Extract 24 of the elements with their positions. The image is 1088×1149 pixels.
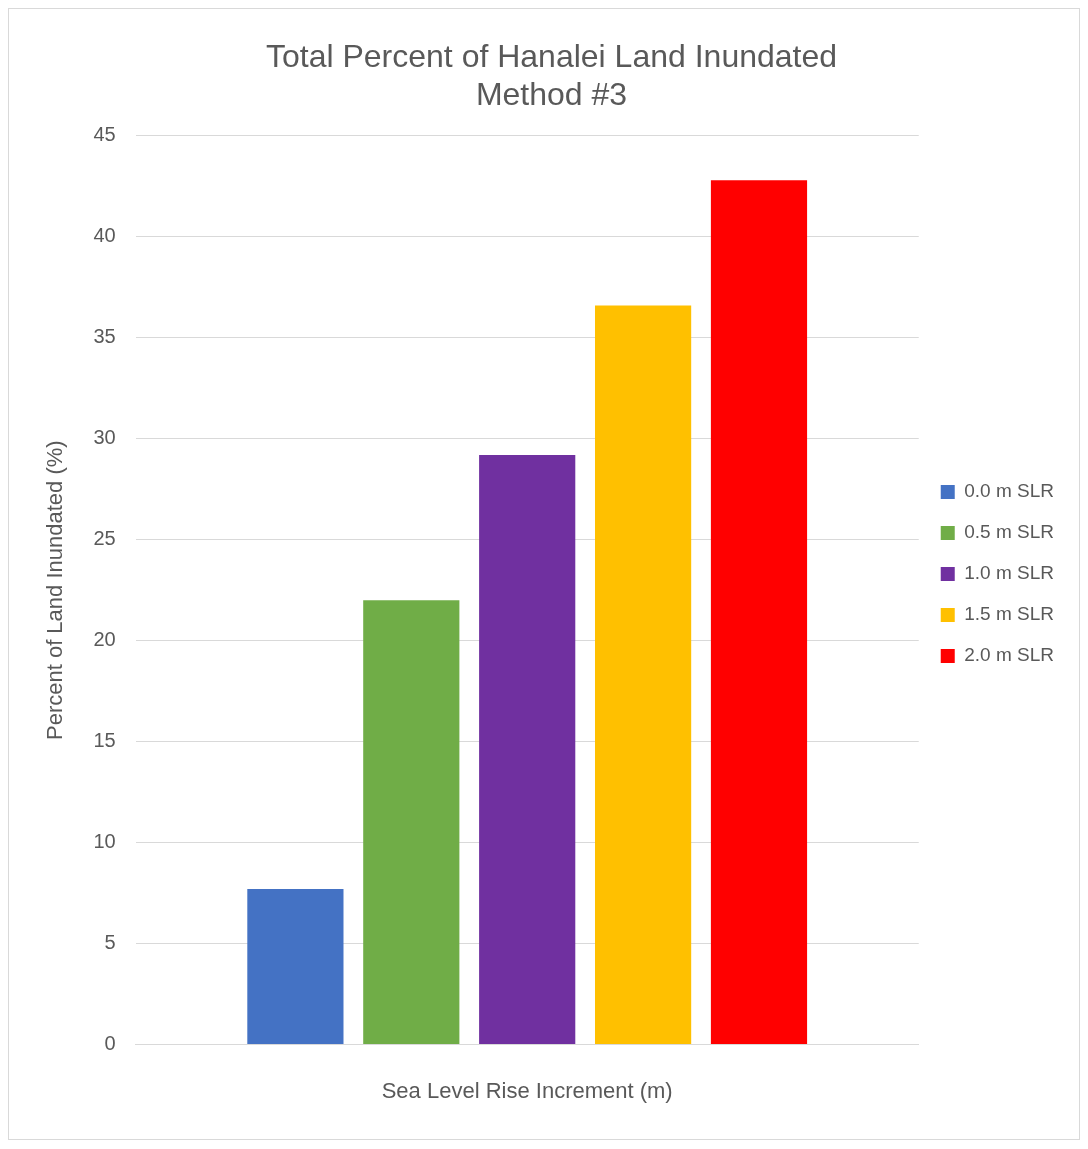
- y-tick-label: 10: [93, 830, 116, 853]
- y-tick-label: 25: [93, 527, 116, 550]
- legend-label: 1.0 m SLR: [964, 562, 1055, 584]
- legend-label: 0.0 m SLR: [964, 480, 1055, 502]
- y-tick-label: 45: [93, 123, 116, 146]
- y-tick-label: 5: [104, 931, 116, 954]
- bar: [363, 600, 460, 1045]
- legend-label: 0.5 m SLR: [964, 521, 1055, 543]
- y-tick-label: 20: [93, 628, 116, 651]
- y-axis-title: Percent of Land Inundated (%): [42, 440, 68, 741]
- y-tick-label: 35: [93, 325, 116, 348]
- legend-label: 1.5 m SLR: [964, 603, 1055, 625]
- legend-label: 2.0 m SLR: [964, 644, 1055, 666]
- y-tick-label: 40: [93, 224, 116, 247]
- bar: [710, 180, 808, 1045]
- bar: [247, 889, 344, 1045]
- bar: [594, 305, 692, 1045]
- y-tick-label: 0: [104, 1032, 116, 1055]
- y-tick-label: 15: [93, 729, 116, 752]
- y-tick-label: 30: [93, 426, 116, 449]
- x-axis-title: Sea Level Rise Increment (m): [381, 1077, 673, 1103]
- bar: [479, 454, 576, 1045]
- text: Method #3: [475, 76, 628, 113]
- text: Total Percent of Hanalei Land Inundated: [265, 38, 838, 75]
